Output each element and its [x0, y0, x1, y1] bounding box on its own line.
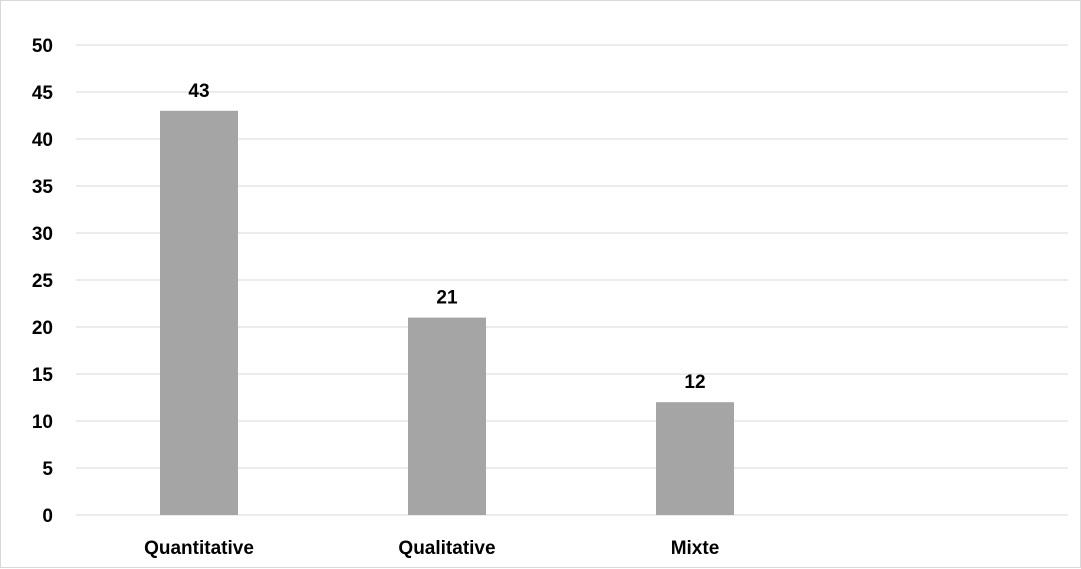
bar-qualitative — [408, 317, 486, 515]
category-label: Qualitative — [398, 538, 495, 559]
data-labels: 43 21 12 — [188, 81, 705, 393]
y-tick-label: 40 — [32, 130, 53, 151]
y-tick-label: 0 — [42, 506, 53, 527]
category-label: Quantitative — [144, 538, 254, 559]
y-tick-label: 45 — [32, 83, 54, 104]
y-tick-label: 15 — [32, 365, 54, 386]
y-tick-label: 50 — [32, 36, 53, 57]
bar-quantitative — [160, 110, 238, 516]
x-axis-category-labels: Quantitative Qualitative Mixte — [144, 538, 719, 559]
y-tick-label: 10 — [32, 412, 53, 433]
data-label: 21 — [436, 288, 458, 309]
bars — [160, 110, 734, 516]
y-tick-label: 5 — [42, 459, 53, 480]
bar-mixte — [656, 402, 734, 515]
y-tick-label: 25 — [32, 271, 54, 292]
data-label: 12 — [684, 372, 705, 393]
y-axis-tick-labels: 0 5 10 15 20 25 30 35 40 45 50 — [32, 36, 54, 527]
category-label: Mixte — [671, 538, 720, 559]
gridlines — [76, 44, 1068, 516]
y-tick-label: 30 — [32, 224, 53, 245]
data-label: 43 — [188, 81, 209, 102]
y-tick-label: 20 — [32, 318, 53, 339]
y-tick-label: 35 — [32, 177, 54, 198]
